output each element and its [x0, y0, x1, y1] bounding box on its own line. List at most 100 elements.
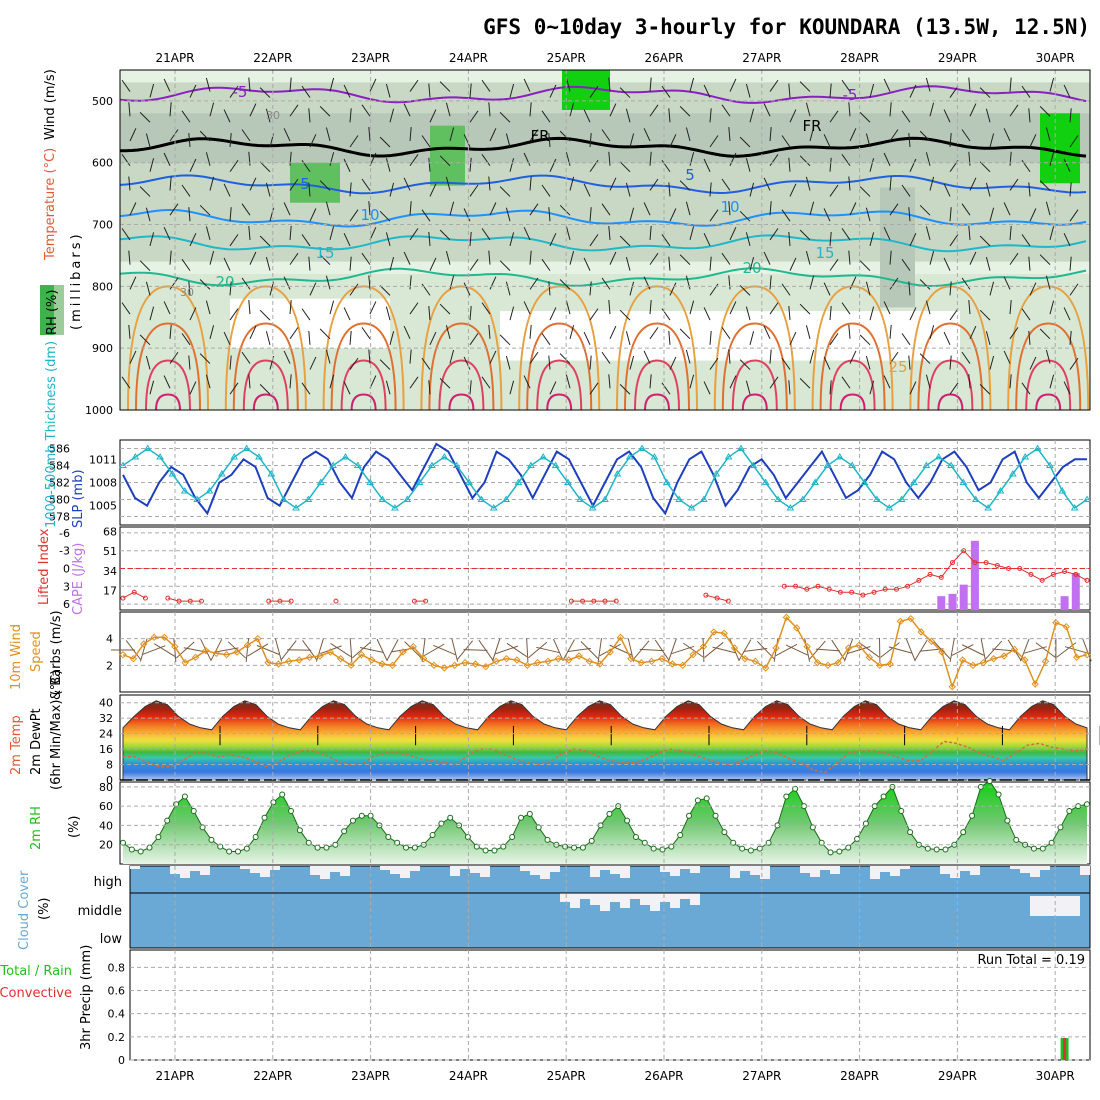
- wind-barb: [529, 129, 539, 142]
- wind10m-barb: [933, 640, 951, 660]
- wind10m-marker: [212, 649, 220, 658]
- wind-barb: [283, 202, 291, 216]
- wind-barb: [248, 300, 251, 315]
- thickness-tick-label: 586: [49, 443, 70, 456]
- wind-barb: [925, 300, 931, 315]
- wind10m-marker: [606, 648, 614, 656]
- wind-barb: [481, 79, 491, 92]
- wind-barbs-upper: [121, 77, 1079, 395]
- wind-barb: [869, 232, 875, 247]
- wind10m-marker: [824, 661, 832, 670]
- isotherm-contour: [119, 267, 1087, 288]
- wind-barb: [343, 232, 351, 247]
- wind10m-marker: [347, 661, 355, 670]
- wind-barb: [181, 333, 191, 346]
- wind-barb: [685, 127, 691, 142]
- wind-barb: [979, 161, 991, 173]
- contour-label: -5: [233, 83, 248, 101]
- boundary-layer-contour: [741, 393, 768, 411]
- wind-barb: [565, 226, 571, 241]
- boundary-layer-contour: [839, 393, 866, 411]
- wind-barb: [649, 104, 659, 117]
- wind-barb: [789, 183, 797, 197]
- wind-barb: [499, 112, 511, 123]
- rh2m-marker: [190, 807, 197, 814]
- wind10m-barb: [639, 648, 664, 652]
- wind-barb: [505, 207, 511, 222]
- thickness-marker: [440, 453, 449, 460]
- wind10m-marker: [1000, 652, 1008, 660]
- wind-barb: [379, 359, 391, 370]
- wind-barb: [269, 281, 275, 296]
- thickness-marker: [526, 461, 535, 468]
- wind-barb: [565, 300, 571, 315]
- wind10m-marker: [222, 650, 231, 659]
- thickness-marker: [971, 495, 980, 502]
- wind-barb: [329, 152, 335, 166]
- wind-barb: [829, 184, 839, 197]
- cape-tick-label: 68: [103, 526, 117, 539]
- wind-barb: [548, 281, 551, 296]
- cloud-high-cell: [870, 866, 880, 879]
- wind-barb: [463, 134, 471, 148]
- boundary-layer-contour: [616, 285, 698, 411]
- cloud-high-cell: [200, 866, 210, 875]
- thickness-marker: [378, 495, 387, 502]
- wind-barb: [601, 129, 611, 142]
- boundary-layer-contour: [1035, 393, 1062, 411]
- wind-barb: [729, 226, 737, 241]
- wind-barb: [1049, 226, 1055, 241]
- wind-barb: [548, 133, 551, 148]
- wind-barb: [289, 327, 299, 340]
- wind-barb: [869, 83, 875, 98]
- rh2m-marker: [137, 848, 144, 855]
- wind-barb: [385, 380, 391, 395]
- cloud-mid-cell: [600, 893, 610, 911]
- cloud-high-cell: [970, 866, 980, 875]
- rh2m-marker: [818, 839, 825, 846]
- wind-barb: [1009, 178, 1019, 191]
- wind-barb: [1009, 374, 1012, 389]
- wind-barb: [289, 252, 299, 265]
- wind-barb: [1029, 282, 1037, 296]
- rh2m-marker: [924, 845, 931, 852]
- cloud-mid-cell: [660, 893, 670, 902]
- bottom-date-labels: 21APR 22APR 23APR 24APR 25APR 26APR 27APR 28APR…: [155, 1069, 1074, 1083]
- wind10m-marker: [720, 629, 728, 638]
- lifted-tick-label: -6: [59, 527, 70, 540]
- wind-barb: [661, 382, 671, 395]
- wind-barb: [369, 78, 377, 92]
- wind-barb: [1069, 108, 1072, 123]
- temp2m-ylabel-1: 2m Temp: [9, 715, 24, 775]
- wind-barb: [629, 207, 635, 222]
- wind10m-barb: [318, 645, 342, 655]
- wind10m-marker: [793, 624, 801, 632]
- cape-bar: [1071, 573, 1080, 610]
- wind-barb: [643, 350, 651, 364]
- wind-barb: [283, 128, 291, 142]
- wind-barb: [865, 133, 871, 148]
- wind-barb: [889, 176, 892, 191]
- wind-barb: [409, 349, 412, 364]
- cloud-high-cell: [620, 866, 630, 878]
- wind10m-marker: [430, 661, 438, 670]
- rh2m-marker: [323, 844, 330, 851]
- rh2m-marker: [482, 847, 489, 854]
- wind-barb: [848, 102, 851, 117]
- rh2m-marker: [721, 829, 728, 836]
- wind-barb: [883, 301, 891, 315]
- rh2m-marker: [730, 839, 737, 846]
- cloud-mid-cell: [580, 893, 590, 899]
- wind-barb: [788, 231, 791, 246]
- cloud-high-cell: [260, 866, 270, 877]
- rh2m-marker: [1048, 839, 1055, 846]
- rh2m-marker: [385, 833, 392, 840]
- wind-barb: [389, 331, 395, 345]
- thickness-marker: [984, 504, 993, 511]
- contour-label: 20: [215, 273, 234, 291]
- lifted-marker: [916, 577, 922, 583]
- wind-barb: [889, 351, 899, 364]
- wind-barb: [889, 203, 899, 216]
- cloud-high-cell: [520, 866, 530, 871]
- wind-barb: [809, 201, 815, 216]
